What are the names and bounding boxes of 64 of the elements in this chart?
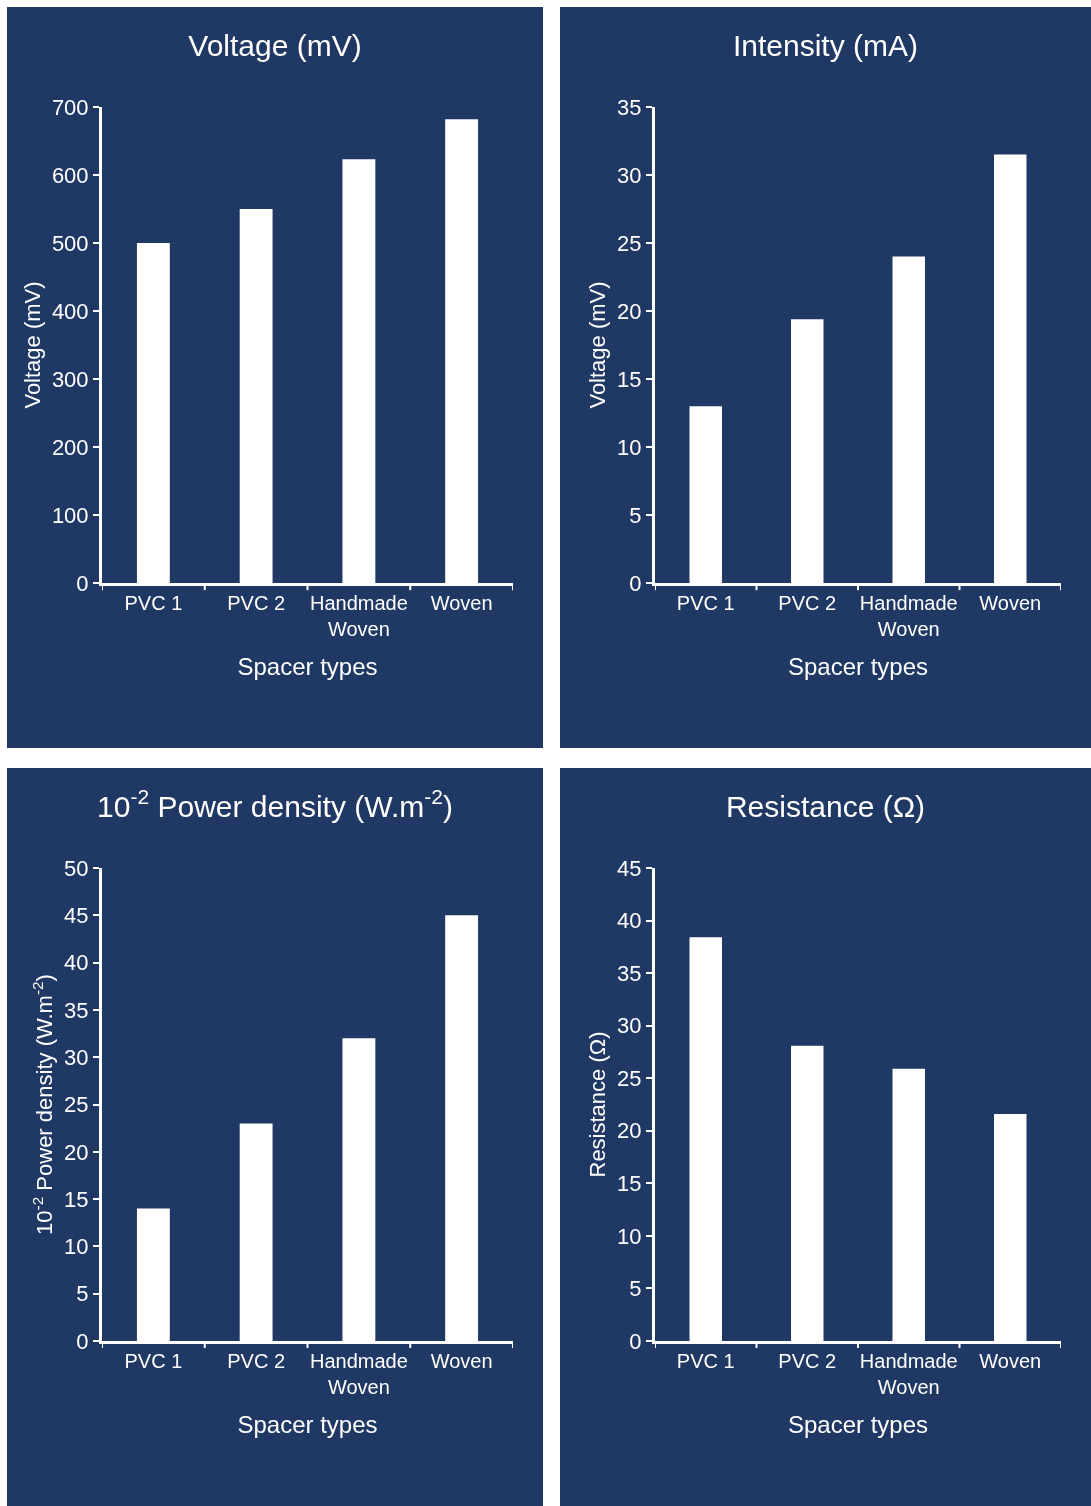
x-tick-label: PVC 2 <box>778 1350 837 1372</box>
y-tick-label: 35 <box>617 960 642 986</box>
y-tick-label: 15 <box>617 366 642 392</box>
y-tick-label: 30 <box>64 1044 89 1070</box>
x-tick-label: Woven <box>979 1350 1042 1372</box>
y-tick-label: 200 <box>51 434 89 460</box>
x-tick-label: PVC 1 <box>124 592 183 614</box>
x-tick-label: PVC 1 <box>124 1350 183 1372</box>
y-tick-label: 15 <box>617 1171 642 1197</box>
y-axis-title: Voltage (mV) <box>19 281 45 409</box>
y-tick-label: 45 <box>617 855 642 881</box>
y-tick-label: 30 <box>617 1013 642 1039</box>
x-tick-label: Woven <box>979 592 1042 614</box>
y-tick-label: 500 <box>51 230 89 256</box>
y-tick-label: 10 <box>617 434 642 460</box>
y-tick-label: 100 <box>51 502 89 528</box>
y-tick-label: 0 <box>629 1328 642 1354</box>
y-tick-label: 5 <box>76 1281 89 1307</box>
x-tick-label: Handmade Woven <box>309 1350 408 1398</box>
y-tick-label: 10 <box>617 1223 642 1249</box>
y-tick-label: 0 <box>629 570 642 596</box>
y-tick-label: 20 <box>617 298 642 324</box>
x-tick-label: PVC 1 <box>676 592 735 614</box>
y-axis-title: Voltage (mV) <box>584 281 610 409</box>
chart-title: Intensity (mA) <box>732 28 919 62</box>
x-tick-label: Woven <box>430 592 493 614</box>
x-tick-label: Woven <box>430 1350 493 1372</box>
y-tick-label: 50 <box>64 855 89 881</box>
y-tick-label: 0 <box>76 1328 89 1354</box>
y-tick-label: 45 <box>64 903 89 928</box>
y-tick-label: 20 <box>617 1118 642 1144</box>
x-tick-label: Handmade Woven <box>309 592 408 640</box>
x-axis-title: Spacer types <box>237 1411 378 1439</box>
chart-title: Voltage (mV) <box>188 28 362 62</box>
x-tick-label: PVC 1 <box>676 1350 735 1372</box>
y-tick-label: 40 <box>617 908 642 934</box>
chart-title: 10$^{-2}$ Power density (W.m$^{-2}$) <box>97 784 453 823</box>
x-axis-title: Spacer types <box>787 1411 929 1439</box>
x-axis-title: Spacer types <box>787 653 929 681</box>
y-tick-label: 300 <box>51 366 89 392</box>
x-tick-label: PVC 2 <box>227 1350 286 1372</box>
x-tick-label: PVC 2 <box>227 592 286 614</box>
y-tick-label: 40 <box>64 950 89 976</box>
y-tick-label: 400 <box>51 298 89 324</box>
y-tick-label: 10 <box>64 1234 89 1260</box>
y-tick-label: 25 <box>617 230 642 256</box>
y-tick-label: 5 <box>629 1276 642 1302</box>
y-tick-label: 35 <box>64 997 89 1023</box>
y-tick-label: 35 <box>617 94 642 120</box>
x-tick-label: Handmade Woven <box>859 1350 958 1398</box>
y-tick-label: 25 <box>64 1092 89 1118</box>
y-axis-title: Resistance (Ω) <box>584 1031 610 1178</box>
y-tick-label: 30 <box>617 162 642 188</box>
chart-title: Resistance (Ω) <box>725 789 926 823</box>
y-tick-label: 700 <box>51 94 89 120</box>
y-tick-label: 25 <box>617 1065 642 1091</box>
y-tick-label: 5 <box>629 502 642 528</box>
x-axis-title: Spacer types <box>237 653 378 681</box>
y-tick-label: 20 <box>64 1139 89 1165</box>
y-tick-label: 600 <box>51 162 89 188</box>
y-tick-label: 15 <box>64 1186 89 1212</box>
x-tick-label: PVC 2 <box>778 592 837 614</box>
x-tick-label: Handmade Woven <box>859 592 958 640</box>
y-tick-label: 0 <box>76 570 89 596</box>
